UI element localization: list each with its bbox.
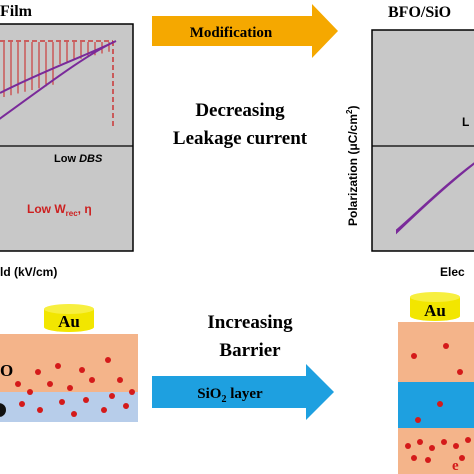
defect-dot [71,411,77,417]
left-bfo-layer [0,334,138,392]
right-device-stack: Au e [398,292,474,474]
defect-dot [55,363,61,369]
defect-dot [425,457,431,463]
sio2-arrow-shape [152,364,334,420]
modification-arrow-shape [152,4,338,58]
right-stack-e-label: e [452,458,459,474]
modification-arrow: Modification [152,4,338,58]
defect-dot [441,439,447,445]
left-stack-o-label: O [0,361,13,380]
recoverable-energy-hatch [3,42,110,97]
defect-dot [47,381,53,387]
increasing-text: Increasing [207,312,293,333]
modification-label: Modification [190,25,273,41]
defect-dot [27,389,33,395]
defect-dot [415,417,421,423]
right-bottom-layer [398,428,474,474]
defect-dot [437,401,443,407]
defect-dot [459,455,465,461]
decreasing-text: Decreasing [195,100,285,121]
defect-dot [417,439,423,445]
left-device-stack: Au O [0,304,138,422]
defect-dot [457,369,463,375]
defect-dot [453,443,459,449]
defect-dot [35,369,41,375]
right-hysteresis-loop [396,162,474,235]
left-hysteresis-loop [0,40,117,120]
defect-dot [443,343,449,349]
low-dbs-label: Low DBS [54,153,103,165]
defect-dot [37,407,43,413]
defect-dot [79,367,85,373]
low-wrec-eta-label: Low Wrec, η [27,202,92,218]
right-au-label: Au [424,301,446,320]
defect-dot [117,377,123,383]
defect-dot [59,399,65,405]
defect-dot [429,445,435,451]
defect-dot [129,389,135,395]
left-electrode: Au [44,304,94,332]
left-panel-title: Film [0,3,33,20]
sio2-arrow: SiO2 layer [152,364,334,420]
defect-dot [105,357,111,363]
barrier-text: Barrier [219,340,281,361]
left-defect-dots [15,357,135,417]
defect-dot [101,407,107,413]
right-hysteresis-panel: BFO/SiO L Polarization (μC/cm2) Elec [345,4,474,279]
leakage-current-text: Leakage current [173,128,308,149]
defect-dot [15,381,21,387]
defect-dot [109,393,115,399]
right-defect-dots [405,343,471,463]
right-electrode: Au [410,292,460,321]
right-low-label: L [462,115,469,129]
left-bottom-layer [0,392,138,422]
defect-dot [83,397,89,403]
left-au-label: Au [58,312,80,331]
right-x-axis-label: Elec [440,265,465,279]
polarization-axis-label: Polarization (μC/cm2) [345,106,360,226]
left-hysteresis-panel: Film Low DBS Low Wrec, η ld (kV/cm) [0,3,134,279]
right-sio2-layer [398,382,474,428]
defect-dot [411,353,417,359]
defect-dot [19,401,25,407]
defect-dot [67,385,73,391]
sio2-layer-label: SiO2 layer [197,386,263,405]
defect-dot [465,437,471,443]
defect-dot [89,377,95,383]
defect-dot [123,403,129,409]
defect-dot [405,443,411,449]
right-panel-title: BFO/SiO [388,4,451,21]
left-x-axis-label: ld (kV/cm) [0,265,57,279]
left-electron-marker [0,403,6,417]
defect-dot [411,455,417,461]
